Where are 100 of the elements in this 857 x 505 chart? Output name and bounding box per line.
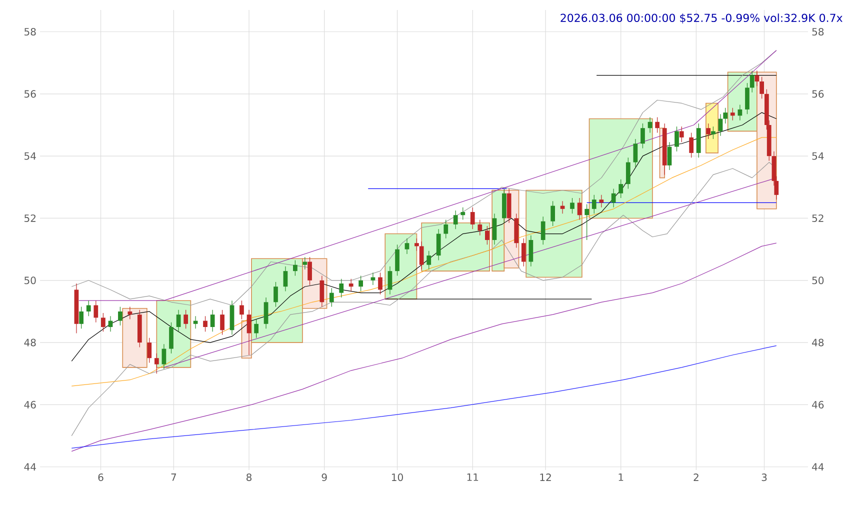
candlestick (86, 300, 91, 316)
candlestick (154, 353, 159, 374)
candlestick (584, 204, 590, 240)
candlestick (618, 179, 624, 198)
candlestick (358, 275, 363, 292)
candlestick (184, 310, 188, 329)
candlestick (492, 213, 497, 245)
candlestick (470, 207, 475, 230)
candlestick (679, 126, 684, 142)
y2-tick-label: 50 (812, 276, 824, 284)
x-tick-label: 1 (618, 474, 624, 481)
candlestick (302, 256, 308, 270)
x-tick-label: 11 (467, 474, 478, 481)
line-series (71, 345, 777, 449)
candlestick (640, 123, 645, 149)
candlestick (94, 300, 98, 323)
x-tick-label: 12 (540, 474, 551, 481)
candlestick (339, 278, 344, 298)
y-tick-label: 56 (24, 90, 36, 98)
y-tick-label: 48 (24, 338, 36, 346)
candlestick (626, 157, 630, 190)
line-series (71, 242, 777, 452)
y-tick-label: 52 (24, 214, 36, 222)
y-tick-label: 54 (24, 152, 36, 160)
candlestick (599, 194, 604, 208)
line-series (71, 112, 777, 362)
y-tick-label: 58 (24, 28, 36, 36)
candlestick (521, 238, 526, 267)
candlestick (264, 297, 268, 329)
candlestick (308, 256, 312, 286)
candlestick (128, 306, 132, 320)
candlestick (203, 316, 208, 332)
candlestick (444, 219, 448, 239)
candlestick (453, 210, 458, 230)
candlestick (426, 250, 432, 270)
candlestick (101, 312, 106, 332)
chart-title: 2026.03.06 00:00:00 $52.75 -0.99% vol:32.9K 0.7x (560, 14, 842, 24)
candlestick (711, 126, 716, 140)
x-tick-label: 7 (171, 474, 176, 481)
candlestick (79, 306, 84, 329)
candlestick (118, 306, 122, 326)
candlestick (395, 244, 400, 276)
candlestick (169, 322, 174, 354)
candlestick (478, 219, 482, 236)
x-tick-label: 8 (246, 474, 252, 482)
candlestick (570, 198, 574, 214)
y2-tick-label: 56 (812, 90, 824, 98)
candlestick (723, 108, 728, 124)
y-tick-label: 50 (24, 276, 36, 284)
candlestick (220, 310, 224, 336)
candlestick (414, 238, 419, 252)
candlestick (550, 200, 555, 226)
x-tick-label: 2 (694, 474, 698, 481)
candlestick (485, 226, 490, 245)
candlestick (750, 70, 754, 93)
candlestick (674, 126, 679, 152)
candlestick (460, 207, 466, 220)
candlestick (667, 142, 672, 170)
candlestick (283, 266, 288, 292)
y2-tick-label: 44 (812, 463, 824, 471)
x-tick-label: 10 (392, 474, 403, 482)
candlestick (436, 228, 441, 260)
x-tick-label: 3 (762, 474, 767, 482)
candlestick (293, 260, 298, 276)
candlestick (320, 275, 324, 308)
candlestick (611, 188, 616, 208)
y2-tick-label: 48 (812, 338, 824, 346)
candlestick (254, 318, 258, 338)
candlestick (760, 76, 764, 99)
x-tick-label: 9 (322, 474, 327, 482)
candlestick (577, 198, 582, 220)
candlestick (274, 282, 278, 308)
y2-tick-label: 58 (812, 28, 824, 36)
y2-tick-label: 46 (812, 400, 824, 408)
candlestick (246, 310, 252, 356)
candlestick (730, 108, 735, 121)
candlestick (655, 116, 660, 134)
candlestick (540, 216, 546, 245)
candlestick (348, 278, 354, 292)
y2-tick-label: 52 (812, 214, 824, 222)
y-tick-label: 44 (24, 463, 36, 471)
candlestick (689, 132, 694, 158)
x-tick-label: 6 (98, 474, 104, 482)
candlestick (388, 266, 392, 295)
candlestick (404, 238, 410, 254)
candlestick (745, 82, 750, 114)
candlestick (329, 288, 334, 308)
candlestick (633, 138, 638, 168)
candlestick (147, 338, 152, 364)
y-tick-label: 46 (24, 400, 36, 408)
candlestick (528, 235, 534, 267)
candlestick (176, 310, 181, 332)
candlestick (240, 300, 244, 320)
candlestick (419, 241, 424, 270)
candlestick (162, 344, 166, 370)
candlestick (592, 194, 596, 214)
y2-tick-label: 54 (812, 152, 824, 160)
candlestick (706, 123, 711, 140)
candlestick (210, 310, 215, 332)
candlestick (378, 272, 382, 295)
